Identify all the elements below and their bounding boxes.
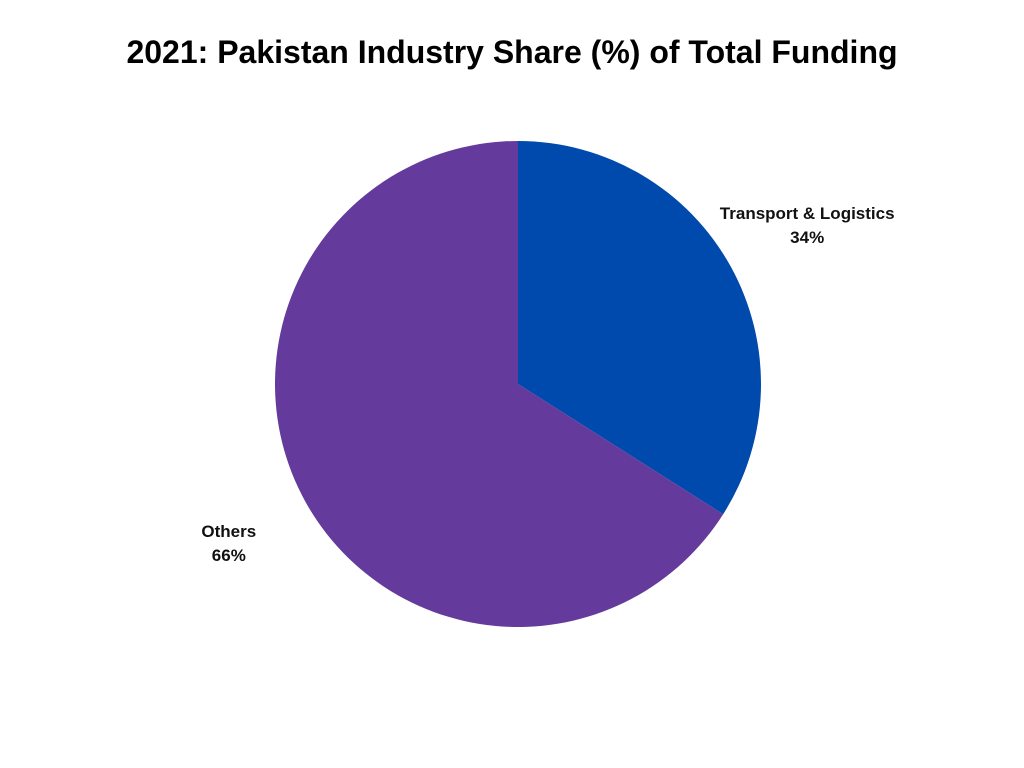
pie-labels: Transport & Logistics 34% Others 66% [201,204,894,565]
slice-label-transport-logistics: Transport & Logistics [720,204,895,223]
slice-label-others: Others [201,522,256,541]
pie-slice-others [274,141,724,627]
pie-slice-transport-logistics [518,141,761,515]
chart-title: 2021: Pakistan Industry Share (%) of Tot… [126,34,898,70]
slice-value-others: 66% [212,546,246,565]
pie-slices [274,141,761,627]
slice-value-transport-logistics: 34% [790,228,824,247]
